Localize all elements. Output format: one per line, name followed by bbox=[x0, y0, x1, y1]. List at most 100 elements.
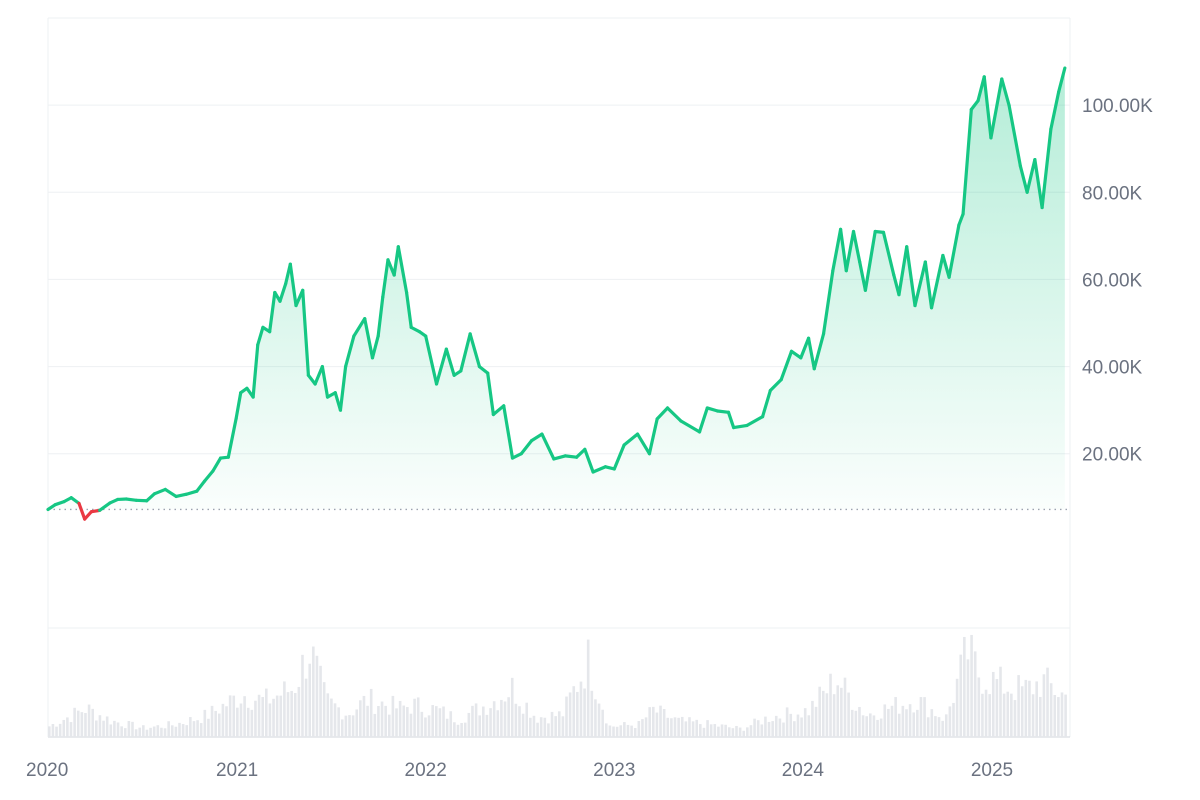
volume-bar bbox=[847, 692, 850, 737]
volume-bar bbox=[391, 695, 395, 737]
y-tick-label: 60.00K bbox=[1082, 270, 1143, 291]
price-segment bbox=[251, 343, 260, 399]
volume-bar bbox=[916, 709, 919, 737]
volume-bar bbox=[1010, 693, 1013, 737]
price-segment bbox=[881, 230, 896, 277]
price-segment bbox=[831, 227, 843, 273]
volume-bar bbox=[959, 654, 963, 737]
price-segment bbox=[1000, 77, 1011, 107]
price-segment bbox=[77, 501, 87, 521]
price-segment bbox=[745, 415, 765, 427]
volume-bar bbox=[583, 688, 586, 737]
volume-bar bbox=[416, 697, 420, 737]
price-segment bbox=[124, 497, 138, 502]
x-axis: 2020 2021 2022 2023 2024 2025 bbox=[26, 760, 1013, 781]
volume-bar bbox=[181, 724, 185, 737]
price-segment bbox=[844, 229, 856, 273]
volume-bar bbox=[999, 666, 1002, 737]
volume-bar bbox=[225, 706, 228, 737]
volume-bar bbox=[109, 724, 113, 737]
volume-bar bbox=[908, 704, 912, 737]
volume-bar bbox=[170, 725, 174, 737]
volume-bar bbox=[210, 705, 214, 737]
price-segment bbox=[234, 391, 243, 421]
price-segment bbox=[947, 223, 961, 279]
volume-bar bbox=[355, 709, 359, 737]
price-segment bbox=[434, 347, 448, 386]
volume-bar bbox=[673, 717, 677, 737]
volume-bar bbox=[735, 725, 738, 737]
volume-bar bbox=[579, 681, 583, 737]
volume-bar bbox=[406, 707, 409, 737]
volume-bar bbox=[268, 703, 272, 737]
volume-bar bbox=[811, 700, 814, 737]
volume-bar bbox=[236, 707, 239, 737]
price-segment bbox=[665, 406, 683, 423]
volume-bar bbox=[500, 699, 503, 737]
volume-bar bbox=[239, 703, 243, 737]
volume-bar bbox=[87, 704, 91, 737]
price-segment bbox=[1033, 158, 1044, 210]
price-segment bbox=[1057, 66, 1067, 94]
volume-bar bbox=[449, 711, 453, 737]
price-segment bbox=[851, 229, 862, 264]
volume-bar bbox=[937, 717, 941, 737]
price-segment bbox=[716, 409, 731, 414]
y-tick-label: 40.00K bbox=[1082, 358, 1143, 379]
volume-bar bbox=[48, 726, 51, 737]
volume-bar bbox=[149, 727, 152, 737]
price-segment bbox=[806, 336, 816, 371]
volume-bar bbox=[308, 663, 312, 737]
price-segment bbox=[404, 290, 413, 329]
volume-bar bbox=[858, 706, 861, 737]
volume-bar bbox=[753, 718, 756, 737]
price-segment bbox=[491, 404, 506, 417]
volume-bar bbox=[221, 703, 225, 737]
price-segment bbox=[574, 447, 587, 459]
volume-bar bbox=[536, 722, 539, 737]
volume-bar bbox=[250, 709, 254, 737]
volume-bar bbox=[586, 639, 590, 737]
x-tick-label: 2020 bbox=[26, 760, 68, 781]
price-segment bbox=[969, 99, 980, 112]
volume-bar bbox=[800, 717, 803, 737]
volume-bar bbox=[431, 705, 434, 737]
volume-bar bbox=[105, 716, 109, 737]
price-segment bbox=[502, 404, 515, 460]
volume-bar bbox=[984, 689, 988, 737]
volume-bar bbox=[1053, 695, 1057, 737]
volume-bar bbox=[952, 702, 955, 737]
x-tick-label: 2025 bbox=[971, 760, 1013, 781]
volume-bar bbox=[66, 717, 69, 737]
volume-bar bbox=[652, 706, 655, 737]
volume-bar bbox=[713, 724, 717, 737]
volume-bar bbox=[333, 703, 337, 737]
price-segment bbox=[320, 364, 330, 399]
volume-bar bbox=[337, 707, 340, 737]
volume-bar bbox=[789, 713, 793, 737]
price-area bbox=[48, 68, 1065, 510]
volume-bar bbox=[62, 719, 66, 737]
volume-bar bbox=[142, 725, 145, 737]
price-segment bbox=[929, 253, 945, 310]
volume-bar bbox=[796, 714, 800, 737]
price-segment bbox=[519, 439, 534, 456]
price-segment bbox=[821, 269, 835, 336]
volume-bar bbox=[821, 690, 825, 737]
volume-bar bbox=[217, 713, 221, 737]
price-segment bbox=[989, 77, 1004, 140]
volume-bar bbox=[619, 725, 623, 737]
volume-bar bbox=[160, 727, 163, 737]
volume-bar bbox=[742, 730, 746, 737]
volume-bar bbox=[344, 715, 348, 737]
volume-bar bbox=[1060, 692, 1064, 737]
volume-bar bbox=[988, 694, 991, 737]
price-segment bbox=[145, 492, 157, 503]
price-segment bbox=[486, 371, 495, 417]
volume-bar bbox=[286, 692, 290, 737]
volume-bar bbox=[782, 722, 785, 737]
volume-bar bbox=[923, 697, 926, 737]
volume-bar bbox=[127, 721, 131, 737]
volume-bar bbox=[76, 710, 80, 737]
